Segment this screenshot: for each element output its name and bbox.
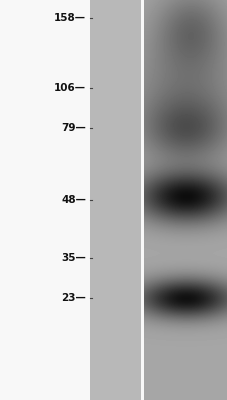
Text: 106—: 106— bbox=[54, 83, 86, 93]
Text: 35—: 35— bbox=[61, 253, 86, 263]
Text: 48—: 48— bbox=[61, 195, 86, 205]
Text: 158—: 158— bbox=[54, 13, 86, 23]
Text: 23—: 23— bbox=[61, 293, 86, 303]
Text: 79—: 79— bbox=[61, 123, 86, 133]
